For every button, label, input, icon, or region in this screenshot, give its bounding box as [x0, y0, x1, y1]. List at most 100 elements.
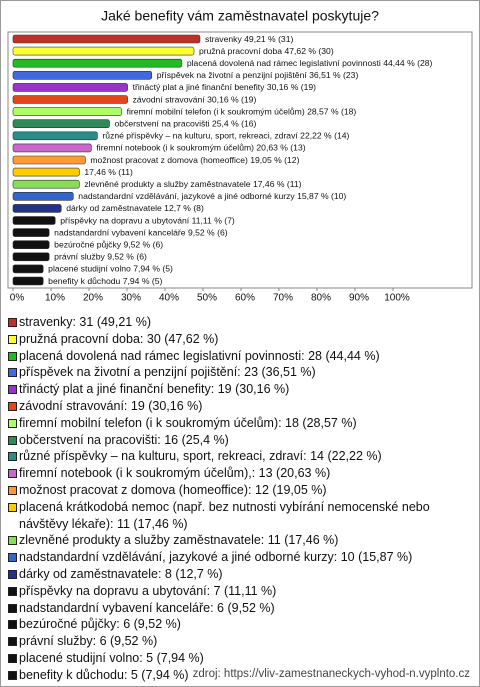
- legend-swatch: [8, 485, 17, 495]
- legend-item: placené studijní volno: 5 (7,94 %): [8, 650, 470, 667]
- legend-label: bezúročné půjčky: 6 (9,52 %): [19, 617, 181, 632]
- bar-label: firemní notebook (i k soukromým účelům) …: [96, 143, 305, 153]
- legend-swatch: [8, 637, 17, 647]
- legend-item: nadstandardní vzdělávání, jazykové a jin…: [8, 549, 470, 566]
- x-tick-label: 10%: [45, 293, 65, 304]
- bar: [12, 95, 128, 104]
- legend-swatch: [8, 401, 17, 411]
- plot-frame: [7, 31, 473, 289]
- legend-item: stravenky: 31 (49,21 %): [8, 314, 470, 331]
- x-tick-label: 50%: [197, 293, 217, 304]
- x-tick-label: 100%: [384, 293, 410, 304]
- x-tick-label: 20%: [83, 293, 103, 304]
- bar: [12, 192, 74, 201]
- legend-item: závodní stravování: 19 (30,16 %): [8, 398, 470, 415]
- legend-label: příspěvek na životní a penzijní pojištěn…: [19, 365, 316, 380]
- legend-item: nadstandardní vybavení kanceláře: 6 (9,5…: [8, 600, 470, 617]
- bar: [12, 34, 201, 44]
- legend-item: firemní notebook (i k soukromým účelům),…: [8, 465, 470, 482]
- bar: [12, 83, 128, 92]
- legend-label: nadstandardní vzdělávání, jazykové a jin…: [19, 550, 413, 565]
- bar-label: možnost pracovat z domova (homeoffice) 1…: [90, 155, 299, 165]
- legend-swatch: [8, 502, 17, 512]
- legend-item: zlevněné produkty a služby zaměstnavatel…: [8, 532, 470, 549]
- legend-item: bezúročné půjčky: 6 (9,52 %): [8, 616, 470, 633]
- legend-label: stravenky: 31 (49,21 %): [19, 315, 152, 329]
- bar: [12, 58, 183, 68]
- chart-title: Jaké benefity vám zaměstnavatel poskytuj…: [101, 8, 379, 24]
- legend-swatch: [8, 452, 17, 462]
- legend-label: různé příspěvky – na kulturu, sport, rek…: [19, 449, 382, 464]
- legend-item: možnost pracovat z domova (homeoffice): …: [8, 482, 470, 499]
- bar-label: nadstandardní vzdělávání, jazykové a jin…: [78, 191, 346, 201]
- bar-label: 17,46 % (11): [84, 167, 133, 177]
- x-tick-label: 60%: [235, 293, 255, 304]
- legend-label: firemní mobilní telefon (i k soukromým ú…: [19, 415, 357, 430]
- legend-swatch: [8, 469, 17, 479]
- legend-swatch: [8, 569, 17, 579]
- legend-item: příspěvky na dopravu a ubytování: 7 (11,…: [8, 583, 470, 600]
- legend-item: různé příspěvky – na kulturu, sport, rek…: [8, 448, 470, 465]
- legend-swatch: [8, 418, 17, 428]
- legend-label: zlevněné produkty a služby zaměstnavatel…: [19, 533, 339, 548]
- legend-label: placené studijní volno: 5 (7,94 %): [19, 650, 204, 665]
- bar-label: třináctý plat a jiné finanční benefity 3…: [133, 82, 317, 92]
- bar-label: bezúročné půjčky 9,52 % (6): [54, 239, 163, 249]
- legend: stravenky: 31 (49,21 %) pružná pracovní d…: [8, 314, 470, 684]
- bar-label: benefity k důchodu 7,94 % (5): [48, 276, 162, 286]
- x-tick-label: 80%: [311, 293, 331, 304]
- legend-swatch: [8, 318, 17, 327]
- bar: [12, 240, 50, 249]
- legend-label: třináctý plat a jiné finanční benefity: …: [19, 382, 290, 397]
- legend-swatch: [8, 603, 17, 613]
- bar-label: firemní mobilní telefon (i k soukromým ú…: [127, 106, 357, 116]
- bar-label: placené studijní volno 7,94 % (5): [48, 264, 173, 274]
- legend-item: benefity k důchodu: 5 (7,94 %): [8, 667, 470, 684]
- bar: [12, 179, 80, 189]
- bar: [12, 216, 56, 225]
- legend-swatch: [8, 435, 17, 445]
- legend-label: závodní stravování: 19 (30,16 %): [19, 398, 203, 413]
- bar-label: dárky od zaměstnavatele 12,7 % (8): [66, 203, 204, 213]
- legend-label: příspěvky na dopravu a ubytování: 7 (11,…: [19, 583, 277, 598]
- legend-label: placená krátkodobá nemoc (např. bez nutn…: [19, 499, 430, 531]
- legend-item: dárky od zaměstnavatele: 8 (12,7 %): [8, 566, 470, 583]
- bar-label: zlevněné produkty a služby zaměstnavatel…: [84, 179, 301, 189]
- legend-label: právní služby: 6 (9,52 %): [19, 634, 158, 649]
- legend-swatch: [8, 385, 17, 395]
- legend-item: placená krátkodobá nemoc (např. bez nutn…: [8, 499, 470, 533]
- legend-swatch: [8, 586, 17, 596]
- legend-label: pružná pracovní doba: 30 (47,62 %): [19, 331, 219, 346]
- bar-label: občerstvení na pracovišti 25,4 % (16): [115, 118, 257, 128]
- bar-label: nadstandardní vybavení kanceláře 9,52 % …: [54, 227, 228, 237]
- bar-label: různé příspěvky – na kulturu, sport, rek…: [102, 131, 349, 141]
- chart: Jaké benefity vám zaměstnavatel poskytuj…: [7, 8, 473, 304]
- legend-item: třináctý plat a jiné finanční benefity: …: [8, 381, 470, 398]
- legend-swatch: [8, 334, 17, 344]
- legend-label: nadstandardní vybavení kanceláře: 6 (9,5…: [19, 600, 275, 615]
- legend-swatch: [8, 620, 17, 630]
- legend-label: možnost pracovat z domova (homeoffice): …: [19, 482, 327, 497]
- bar: [12, 119, 110, 128]
- bar: [12, 131, 98, 141]
- bar-label: právní služby 9,52 % (6): [54, 252, 147, 262]
- legend-label: občerstvení na pracovišti: 16 (25,4 %): [19, 432, 229, 447]
- legend-swatch: [8, 368, 17, 378]
- bar-label: závodní stravování 30,16 % (19): [133, 94, 257, 104]
- legend-label: dárky od zaměstnavatele: 8 (12,7 %): [19, 566, 223, 581]
- x-tick-label: 90%: [349, 293, 369, 304]
- bar: [12, 46, 195, 56]
- bar: [12, 167, 80, 177]
- x-tick-label: 0%: [10, 293, 25, 304]
- bar: [12, 107, 122, 116]
- x-tick-label: 70%: [273, 293, 293, 304]
- legend-swatch: [8, 670, 17, 680]
- bar-label: příspěvky na dopravu a ubytování 11,11 %…: [60, 215, 235, 225]
- legend-item: občerstvení na pracovišti: 16 (25,4 %): [8, 432, 470, 449]
- bar: [12, 228, 50, 237]
- source: zdroj: https://vliv-zamestnaneckych-vyho…: [192, 668, 470, 680]
- legend-label: benefity k důchodu: 5 (7,94 %): [19, 667, 189, 682]
- legend-swatch: [8, 536, 17, 546]
- x-tick-label: 40%: [159, 293, 179, 304]
- legend-item: pružná pracovní doba: 30 (47,62 %): [8, 331, 470, 348]
